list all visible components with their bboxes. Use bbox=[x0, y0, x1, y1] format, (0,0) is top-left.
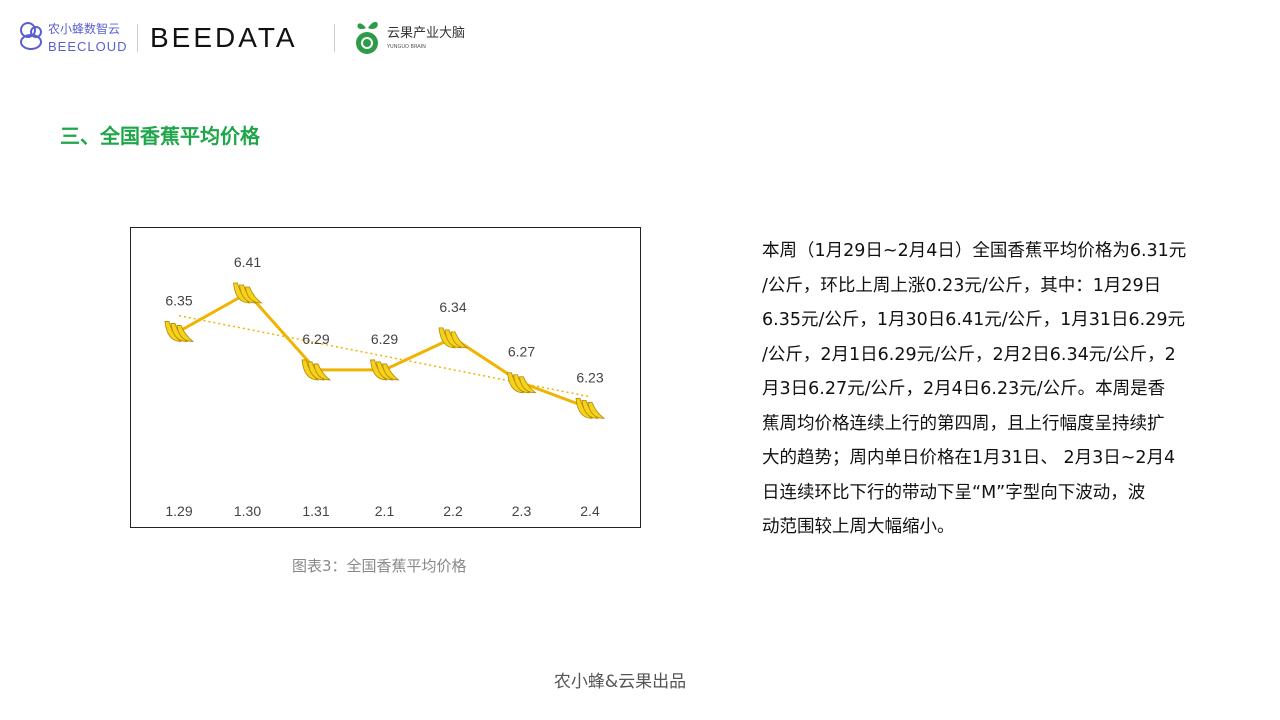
beecloud-logo-en: BEECLOUD bbox=[48, 39, 128, 54]
x-tick-label: 2.1 bbox=[375, 503, 395, 519]
yunguo-logo-en: YUNGUO BRAIN bbox=[387, 44, 426, 50]
footer-credit: 农小蜂&云果出品 bbox=[553, 672, 687, 692]
section-title: 三、全国香蕉平均价格 bbox=[60, 124, 260, 148]
paragraph-line: 日连续环比下行的带动下呈“M”字型向下波动，波 bbox=[762, 482, 1146, 503]
paragraph-line: 蕉周均价格连续上行的第四周，且上行幅度呈持续扩 bbox=[762, 413, 1165, 434]
banana-marker bbox=[370, 359, 400, 381]
banana-marker bbox=[164, 321, 195, 342]
data-label: 6.23 bbox=[576, 369, 603, 385]
paragraph-line: 月3日6.27元/公斤，2月4日6.23元/公斤。本周是香 bbox=[762, 379, 1166, 399]
chart-frame bbox=[130, 227, 641, 528]
data-label: 6.41 bbox=[234, 254, 261, 270]
data-label: 6.29 bbox=[371, 331, 398, 347]
paragraph-line: /公斤，环比上周上涨0.23元/公斤，其中：1月29日 bbox=[762, 275, 1162, 296]
x-tick-label: 1.30 bbox=[234, 503, 261, 519]
price-line-chart: 6.35 1.29 6.41 1.30 6.29 1.31 6.29 2.1 6.34 2.2 6.… bbox=[164, 254, 606, 519]
beecloud-logo-text: 农小蜂数智云 bbox=[48, 22, 121, 36]
x-tick-label: 1.31 bbox=[302, 503, 329, 519]
paragraph-line: 6.35元/公斤，1月30日6.41元/公斤，1月31日6.29元 bbox=[762, 310, 1185, 330]
x-tick-label: 2.4 bbox=[580, 503, 600, 519]
banana-marker bbox=[575, 397, 606, 419]
banana-marker bbox=[301, 359, 332, 381]
paragraph-line: 大的趋势；周内单日价格在1月31日、 2月3日~2月4 bbox=[762, 448, 1176, 468]
chart-caption: 图表3：全国香蕉平均价格 bbox=[292, 557, 467, 575]
data-label: 6.27 bbox=[508, 344, 535, 360]
yunguo-logo-icon bbox=[356, 21, 378, 54]
banana-marker bbox=[507, 372, 537, 394]
divider bbox=[137, 24, 138, 52]
data-label: 6.29 bbox=[302, 331, 329, 347]
paragraph-line: /公斤，2月1日6.29元/公斤，2月2日6.34元/公斤，2 bbox=[762, 344, 1176, 365]
x-tick-label: 2.3 bbox=[512, 503, 532, 519]
beecloud-logo-icon bbox=[20, 22, 42, 50]
banana-marker bbox=[438, 327, 469, 349]
banana-marker bbox=[233, 282, 263, 304]
paragraph-line: 本周（1月29日~2月4日）全国香蕉平均价格为6.31元 bbox=[762, 241, 1187, 261]
analysis-paragraph: 本周（1月29日~2月4日）全国香蕉平均价格为6.31元/公斤，环比上周上涨0.… bbox=[762, 234, 1202, 545]
data-label: 6.35 bbox=[165, 292, 192, 308]
yunguo-logo-text: 云果产业大脑 bbox=[387, 26, 466, 41]
paragraph-line: 动范围较上周大幅缩小。 bbox=[762, 517, 955, 537]
x-tick-label: 2.2 bbox=[443, 503, 463, 519]
divider bbox=[334, 24, 335, 52]
x-tick-label: 1.29 bbox=[165, 503, 192, 519]
beedata-logo: BEEDATA bbox=[150, 22, 298, 53]
data-label: 6.34 bbox=[439, 299, 466, 315]
